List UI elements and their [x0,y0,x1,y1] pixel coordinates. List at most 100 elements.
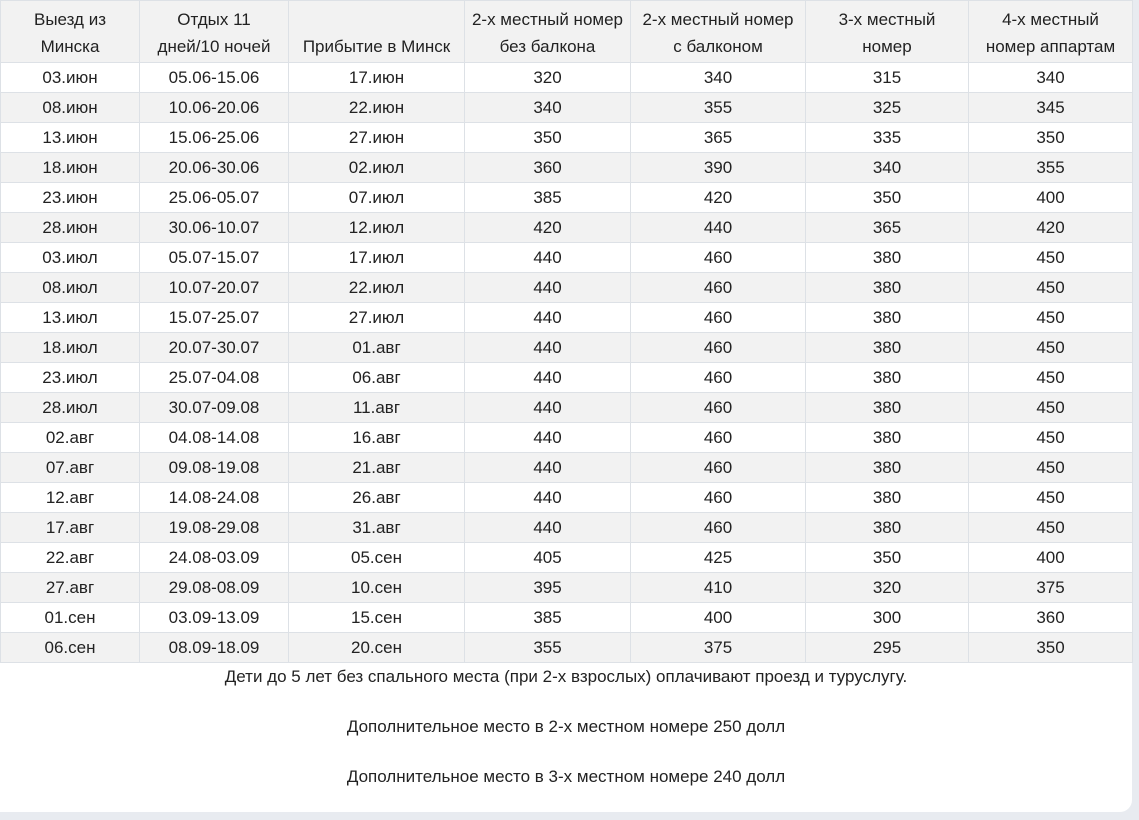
table-cell: 380 [805,452,969,483]
table-cell: 12.июл [288,212,465,243]
table-cell: 02.июл [288,152,465,183]
table-cell: 365 [805,212,969,243]
table-cell: 440 [630,212,806,243]
table-cell: 320 [464,62,631,93]
column-header-line: 2-х местный номер [471,10,624,29]
table-cell: 340 [805,152,969,183]
table-cell: 16.авг [288,422,465,453]
table-cell: 21.авг [288,452,465,483]
table-cell: 02.авг [0,422,140,453]
table-cell: 25.06-05.07 [139,182,289,213]
note-extra-bed-triple: Дополнительное место в 3-х местном номер… [346,767,786,786]
table-cell: 460 [630,242,806,273]
table-cell: 460 [630,512,806,543]
column-header: 3-х местный номер [805,0,969,63]
table-cell: 450 [968,422,1133,453]
table-cell: 04.08-14.08 [139,422,289,453]
table-cell: 460 [630,452,806,483]
table-cell: 07.июл [288,182,465,213]
table-cell: 345 [968,92,1133,123]
table-cell: 01.авг [288,332,465,363]
table-cell: 27.авг [0,572,140,603]
table-cell: 30.06-10.07 [139,212,289,243]
column-header-line: 4-х местный [1002,10,1099,29]
table-cell: 18.июн [0,152,140,183]
table-cell: 380 [805,422,969,453]
table-cell: 400 [630,602,806,633]
table-cell: 385 [464,602,631,633]
table-cell: 11.авг [288,392,465,423]
table-row: 17.авг 19.08-29.08 31.авг 440 460 380 450 [0,512,1133,543]
price-table: Выезд из Минска Отдых 11 дней/10 ночей Прибы… [0,0,1133,663]
table-cell: 425 [630,542,806,573]
table-cell: 450 [968,242,1133,273]
table-cell: 405 [464,542,631,573]
table-cell: 400 [968,542,1133,573]
table-cell: 410 [630,572,806,603]
table-cell: 27.июл [288,302,465,333]
table-row: 27.авг 29.08-08.09 10.сен 395 410 320 375 [0,572,1133,603]
table-cell: 380 [805,302,969,333]
table-cell: 450 [968,302,1133,333]
table-row: 13.июл 15.07-25.07 27.июл 440 460 380 450 [0,302,1133,333]
table-cell: 01.сен [0,602,140,633]
table-cell: 350 [805,182,969,213]
table-cell: 460 [630,272,806,303]
table-cell: 05.06-15.06 [139,62,289,93]
table-cell: 350 [464,122,631,153]
table-cell: 395 [464,572,631,603]
table-row: 12.авг 14.08-24.08 26.авг 440 460 380 450 [0,482,1133,513]
table-cell: 450 [968,332,1133,363]
table-cell: 07.авг [0,452,140,483]
table-cell: 450 [968,512,1133,543]
table-cell: 300 [805,602,969,633]
table-cell: 29.08-08.09 [139,572,289,603]
table-cell: 10.07-20.07 [139,272,289,303]
column-header: Прибытие в Минск [288,0,465,63]
table-cell: 15.07-25.07 [139,302,289,333]
table-cell: 325 [805,92,969,123]
table-cell: 15.сен [288,602,465,633]
column-header-line: Минска [40,37,100,56]
table-cell: 09.08-19.08 [139,452,289,483]
table-cell: 295 [805,632,969,663]
note-children: Дети до 5 лет без спального места (при 2… [224,667,908,686]
table-cell: 460 [630,482,806,513]
table-row: 06.сен 08.09-18.09 20.сен 355 375 295 350 [0,632,1133,663]
table-cell: 06.авг [288,362,465,393]
table-row: 08.июл 10.07-20.07 22.июл 440 460 380 450 [0,272,1133,303]
table-cell: 15.06-25.06 [139,122,289,153]
table-cell: 22.авг [0,542,140,573]
table-cell: 30.07-09.08 [139,392,289,423]
table-cell: 400 [968,182,1133,213]
column-header: Отдых 11 дней/10 ночей [139,0,289,63]
column-header-line: 3-х местный [838,10,936,29]
table-cell: 420 [968,212,1133,243]
table-cell: 380 [805,272,969,303]
table-cell: 380 [805,482,969,513]
table-cell: 450 [968,392,1133,423]
table-cell: 450 [968,362,1133,393]
table-cell: 20.сен [288,632,465,663]
table-cell: 12.авг [0,482,140,513]
table-cell: 05.сен [288,542,465,573]
table-cell: 440 [464,392,631,423]
table-cell: 460 [630,362,806,393]
table-cell: 03.09-13.09 [139,602,289,633]
table-row: 08.июн 10.06-20.06 22.июн 340 355 325 345 [0,92,1133,123]
table-cell: 25.07-04.08 [139,362,289,393]
table-cell: 23.июл [0,362,140,393]
table-cell: 365 [630,122,806,153]
column-header: Выезд из Минска [0,0,140,63]
table-row: 02.авг 04.08-14.08 16.авг 440 460 380 450 [0,422,1133,453]
column-header-line [289,6,464,33]
column-header-line: номер аппартам [985,37,1116,56]
table-cell: 08.июл [0,272,140,303]
table-cell: 440 [464,332,631,363]
column-header: 2-х местный номер с балконом [630,0,806,63]
table-cell: 460 [630,422,806,453]
note-extra-bed-double: Дополнительное место в 2-х местном номер… [346,717,786,736]
table-cell: 27.июн [288,122,465,153]
table-cell: 375 [968,572,1133,603]
table-cell: 460 [630,392,806,423]
